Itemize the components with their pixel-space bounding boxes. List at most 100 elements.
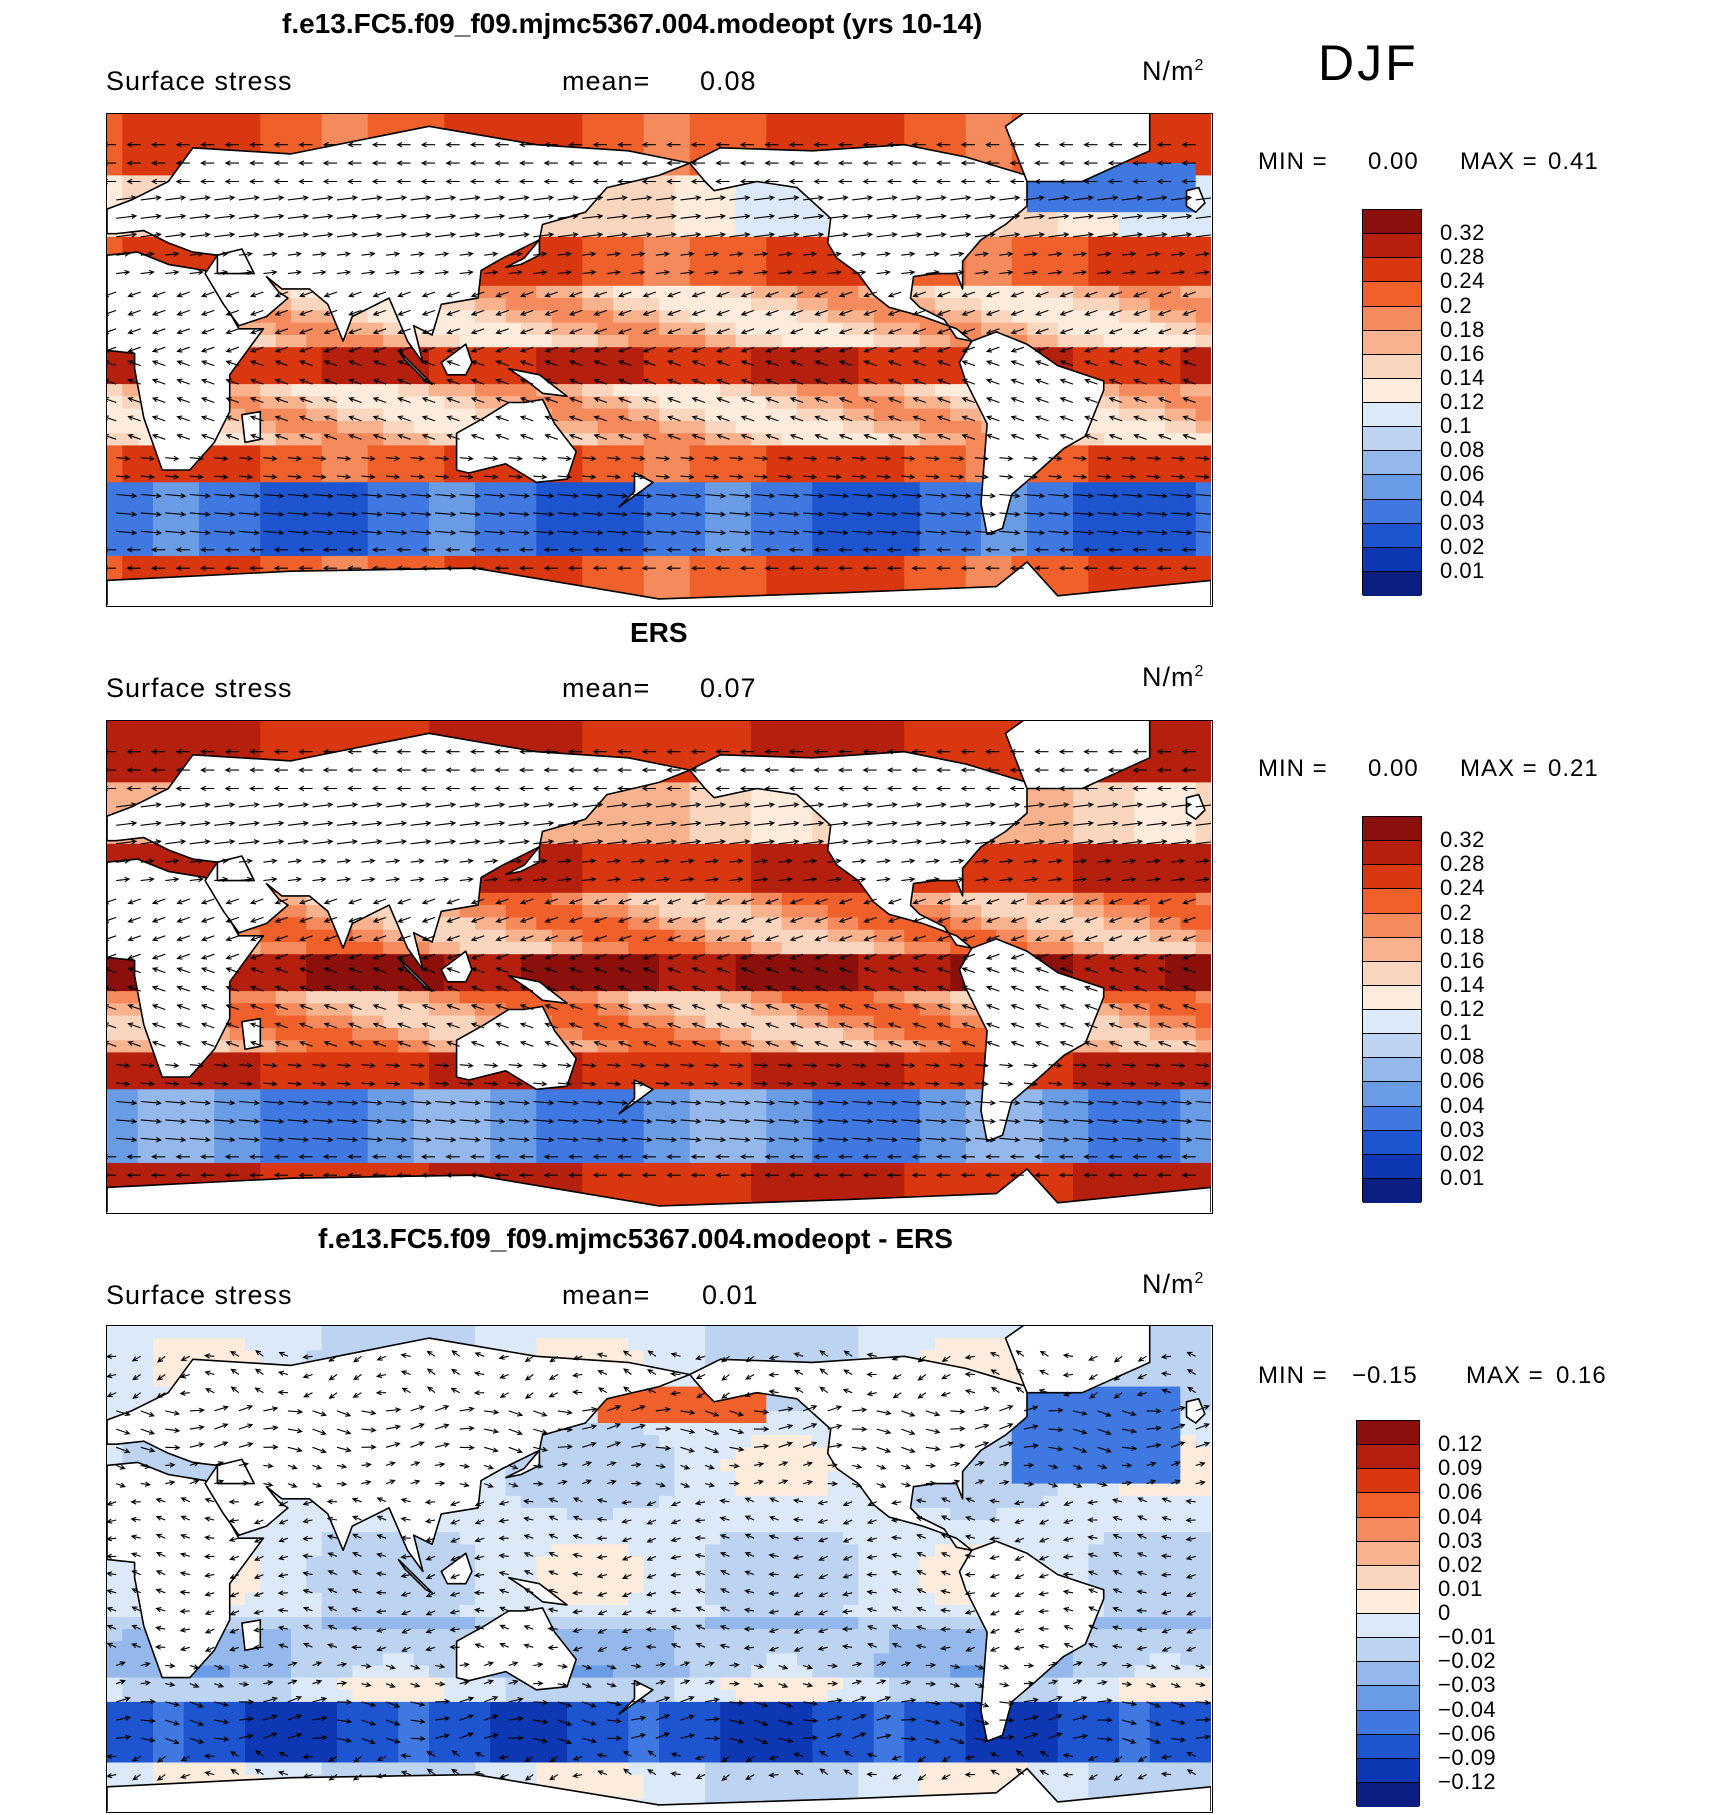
colorbar-tick-label: 0.03: [1440, 509, 1485, 535]
colorbar-swatch: [1363, 961, 1421, 986]
colorbar-swatch: [1357, 1662, 1419, 1687]
map-obs: [106, 720, 1213, 1214]
colorbar-tick-label: 0.06: [1438, 1479, 1483, 1505]
colorbar-tick-label: 0.28: [1440, 851, 1485, 877]
colorbar: [1356, 1420, 1420, 1807]
colorbar-swatch: [1363, 1058, 1421, 1083]
colorbar-tick-label: 0: [1438, 1600, 1451, 1625]
colorbar-swatch: [1363, 1082, 1421, 1107]
max-label: MAX =: [1460, 755, 1538, 782]
max-label: MAX =: [1460, 148, 1538, 175]
colorbar-tick-label: 0.04: [1440, 1092, 1485, 1118]
colorbar: [1362, 209, 1422, 596]
colorbar-swatch: [1357, 1589, 1419, 1614]
colorbar-swatch: [1357, 1758, 1419, 1783]
colorbar-swatch: [1357, 1421, 1419, 1446]
colorbar-swatch: [1363, 1130, 1421, 1155]
colorbar-swatch: [1363, 571, 1421, 596]
colorbar-tick-label: 0.02: [1440, 1140, 1485, 1166]
colorbar-swatch: [1363, 817, 1421, 842]
colorbar-swatch: [1357, 1445, 1419, 1470]
max-label: MAX =: [1466, 1362, 1544, 1389]
colorbar-swatch: [1357, 1734, 1419, 1759]
colorbar-tick-label: 0.01: [1438, 1575, 1483, 1601]
max-value: 0.16: [1556, 1362, 1607, 1389]
colorbar-tick-label: 0.24: [1440, 268, 1485, 294]
colorbar-swatch: [1363, 937, 1421, 962]
min-label: MIN =: [1258, 1362, 1328, 1389]
colorbar-tick-label: 0.2: [1440, 292, 1473, 318]
min-value: 0.00: [1368, 755, 1419, 782]
colorbar-tick-label: 0.1: [1440, 413, 1473, 439]
colorbar-tick-label: 0.08: [1440, 1044, 1485, 1070]
colorbar-tick-label: 0.04: [1438, 1503, 1483, 1529]
stress-vectors: [107, 749, 1211, 1178]
colorbar-tick-label: 0.03: [1440, 1116, 1485, 1142]
colorbar-swatch: [1357, 1614, 1419, 1639]
colorbar-swatch: [1363, 451, 1421, 476]
mean-value: 0.07: [700, 673, 757, 703]
variable-label: Surface stress: [106, 673, 293, 703]
mean-value: 0.08: [700, 66, 757, 96]
colorbar-tick-label: 0.02: [1440, 533, 1485, 559]
colorbar-swatch: [1357, 1469, 1419, 1494]
colorbar-swatch: [1363, 523, 1421, 548]
colorbar-tick-label: 0.12: [1438, 1431, 1483, 1457]
colorbar-swatch: [1357, 1517, 1419, 1542]
colorbar-swatch: [1357, 1686, 1419, 1711]
mean-label: mean=: [562, 1280, 651, 1310]
colorbar-swatch: [1363, 258, 1421, 283]
colorbar-tick-label: 0.04: [1440, 485, 1485, 511]
colorbar-swatch: [1363, 330, 1421, 355]
colorbar-tick-label: −0.12: [1438, 1768, 1497, 1794]
panel-title: ERS: [630, 617, 688, 648]
units-label: N/m2: [1142, 56, 1205, 86]
colorbar-tick-label: 0.02: [1438, 1551, 1483, 1577]
colorbar-tick-label: 0.2: [1440, 899, 1473, 925]
colorbar-tick-label: 0.01: [1440, 1164, 1485, 1190]
colorbar-tick-label: 0.12: [1440, 389, 1485, 414]
min-value: −0.15: [1352, 1362, 1418, 1389]
colorbar: [1362, 816, 1422, 1203]
colorbar-tick-label: 0.03: [1438, 1527, 1483, 1553]
colorbar-swatch: [1363, 306, 1421, 331]
colorbar-swatch: [1357, 1565, 1419, 1590]
min-value: 0.00: [1368, 148, 1419, 175]
colorbar-tick-label: −0.06: [1438, 1720, 1497, 1746]
colorbar-swatch: [1357, 1493, 1419, 1518]
colorbar-tick-label: 0.14: [1440, 364, 1485, 390]
colorbar-tick-label: 0.06: [1440, 1068, 1485, 1094]
map-diff: [106, 1325, 1213, 1813]
max-value: 0.41: [1548, 148, 1599, 175]
colorbar-tick-label: −0.01: [1438, 1624, 1497, 1650]
stress-vectors: [107, 142, 1211, 571]
panel-title: f.e13.FC5.f09_f09.mjmc5367.004.modeopt (…: [282, 8, 983, 39]
colorbar-swatch: [1363, 403, 1421, 428]
colorbar-tick-label: −0.03: [1438, 1672, 1497, 1698]
panel-title: f.e13.FC5.f09_f09.mjmc5367.004.modeopt -…: [318, 1223, 953, 1254]
max-value: 0.21: [1548, 755, 1599, 782]
colorbar-swatch: [1357, 1638, 1419, 1663]
colorbar-swatch: [1363, 985, 1421, 1010]
colorbar-tick-label: 0.09: [1438, 1455, 1483, 1481]
stress-vectors: [107, 1350, 1211, 1781]
colorbar-tick-label: 0.16: [1440, 340, 1485, 366]
colorbar-tick-label: 0.08: [1440, 437, 1485, 463]
colorbar-swatch: [1363, 841, 1421, 866]
coastlines: [107, 1326, 1211, 1811]
colorbar-swatch: [1363, 378, 1421, 403]
colorbar-tick-label: 0.1: [1440, 1020, 1473, 1046]
colorbar-swatch: [1363, 499, 1421, 524]
min-label: MIN =: [1258, 148, 1328, 175]
colorbar-tick-label: 0.12: [1440, 996, 1485, 1021]
colorbar-swatch: [1363, 1034, 1421, 1059]
colorbar-tick-label: 0.18: [1440, 316, 1485, 342]
colorbar-swatch: [1363, 210, 1421, 235]
colorbar-swatch: [1363, 1106, 1421, 1131]
colorbar-swatch: [1363, 547, 1421, 572]
units-label: N/m2: [1142, 1269, 1205, 1299]
variable-label: Surface stress: [106, 66, 293, 96]
colorbar-tick-label: 0.32: [1440, 827, 1485, 853]
colorbar-tick-label: −0.09: [1438, 1744, 1497, 1770]
colorbar-tick-label: −0.04: [1438, 1696, 1497, 1722]
